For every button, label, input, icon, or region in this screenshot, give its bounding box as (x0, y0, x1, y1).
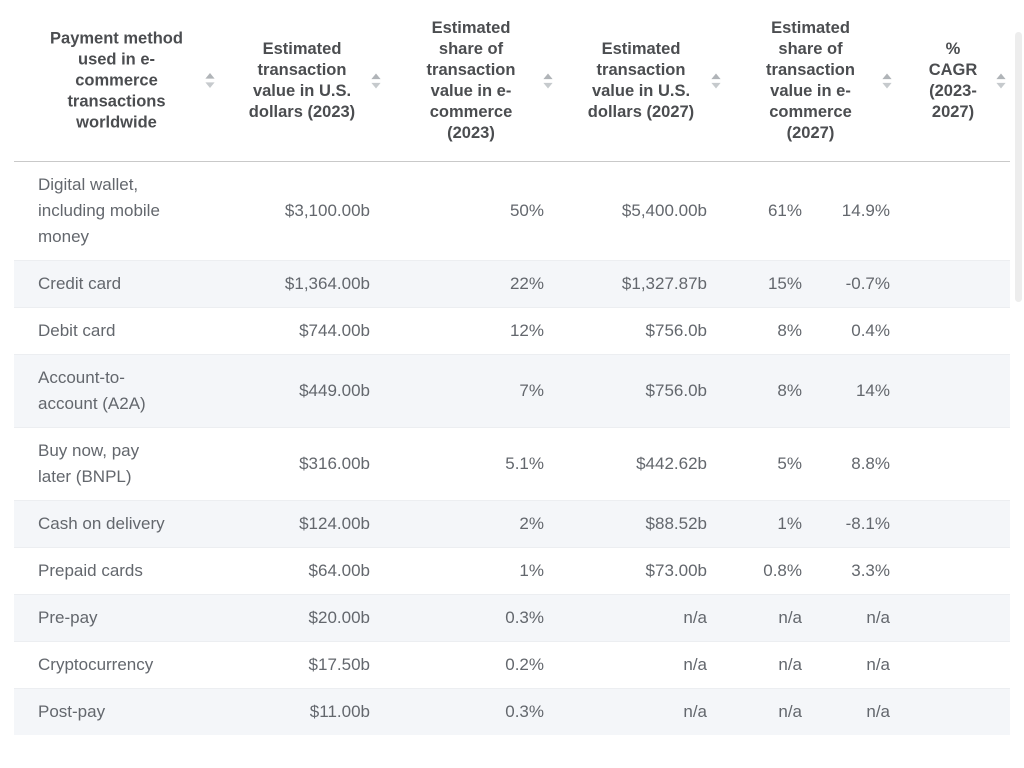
cell-share-2027: 8% (777, 321, 802, 340)
sort-icon[interactable] (996, 73, 1006, 88)
cell-payment-method: Digital wallet, including mobile money (38, 175, 160, 246)
cell-cagr: 0.4% (851, 321, 890, 340)
cell-payment-method: Post-pay (38, 702, 106, 721)
cell-share-2023: 12% (509, 321, 544, 340)
cell-share-2023: 1% (519, 561, 544, 580)
cell-payment-method: Cash on delivery (38, 514, 165, 533)
cell-share-2023: 5.1% (505, 454, 544, 473)
cell-cagr: 14% (855, 381, 890, 400)
cell-value-2027: n/a (683, 655, 707, 674)
sort-icon[interactable] (882, 73, 892, 88)
column-header-share-2023[interactable]: Estimated share of transaction value in … (385, 18, 557, 144)
table-row: Debit card $744.00b 12% $756.0b 8% 0.4% (14, 307, 1010, 354)
cell-share-2027: 0.8% (763, 561, 802, 580)
cell-payment-method: Buy now, pay later (BNPL) (38, 441, 140, 486)
cell-share-2027: 61% (767, 201, 802, 220)
cell-cagr: n/a (866, 655, 890, 674)
table-row: Pre-pay $20.00b 0.3% n/a n/a n/a (14, 594, 1010, 641)
column-header-label: Estimated share of transaction value in … (426, 18, 516, 142)
column-header-label: Estimated transaction value in U.S. doll… (248, 39, 356, 121)
cell-value-2027: $73.00b (645, 561, 707, 580)
table-header-row: Payment method used in e-commerce transa… (14, 0, 1010, 162)
table-row: Account-to-account (A2A) $449.00b 7% $756.0… (14, 354, 1010, 427)
cell-share-2023: 0.3% (505, 702, 544, 721)
cell-share-2023: 50% (509, 201, 544, 220)
cell-value-2023: $17.50b (308, 655, 370, 674)
table-body: Digital wallet, including mobile money $3… (14, 162, 1010, 735)
cell-cagr: -8.1% (845, 514, 890, 533)
column-header-label: Payment method used in e-commerce transa… (50, 29, 183, 131)
cell-value-2023: $124.00b (299, 514, 370, 533)
cell-payment-method: Pre-pay (38, 608, 98, 627)
table-row: Digital wallet, including mobile money $3… (14, 162, 1010, 260)
cell-value-2027: n/a (683, 608, 707, 627)
cell-share-2023: 22% (509, 274, 544, 293)
cell-share-2027: 8% (777, 381, 802, 400)
table-row: Buy now, pay later (BNPL) $316.00b 5.1% $44… (14, 427, 1010, 500)
column-header-value-2023[interactable]: Estimated transaction value in U.S. doll… (219, 39, 385, 123)
table-row: Cash on delivery $124.00b 2% $88.52b 1% -8.1% (14, 500, 1010, 547)
column-header-cagr[interactable]: % CAGR (2023-2027) (896, 39, 1010, 123)
cell-share-2027: n/a (778, 608, 802, 627)
column-header-label: Estimated share of transaction value in … (766, 18, 855, 142)
sort-icon[interactable] (371, 73, 381, 88)
cell-share-2027: n/a (778, 655, 802, 674)
cell-value-2023: $744.00b (299, 321, 370, 340)
cell-value-2023: $1,364.00b (284, 274, 370, 293)
column-header-share-2027[interactable]: Estimated share of transaction value in … (725, 18, 896, 144)
cell-payment-method: Credit card (38, 274, 122, 293)
cell-share-2027: 5% (777, 454, 802, 473)
cell-cagr: 3.3% (851, 561, 890, 580)
table-row: Post-pay $11.00b 0.3% n/a n/a n/a (14, 688, 1010, 735)
cell-value-2027: $88.52b (645, 514, 707, 533)
cell-payment-method: Account-to-account (A2A) (38, 368, 146, 413)
cell-cagr: -0.7% (845, 274, 890, 293)
cell-share-2027: 1% (777, 514, 802, 533)
cell-value-2027: $5,400.00b (621, 201, 707, 220)
cell-cagr: n/a (866, 702, 890, 721)
table-row: Credit card $1,364.00b 22% $1,327.87b 15% -0.… (14, 260, 1010, 307)
payment-methods-table: Payment method used in e-commerce transa… (14, 0, 1010, 735)
table-row: Prepaid cards $64.00b 1% $73.00b 0.8% 3.3% (14, 547, 1010, 594)
sort-icon[interactable] (205, 73, 215, 88)
cell-value-2023: $64.00b (308, 561, 370, 580)
cell-cagr: 8.8% (851, 454, 890, 473)
cell-share-2023: 7% (519, 381, 544, 400)
cell-share-2027: n/a (778, 702, 802, 721)
cell-value-2023: $316.00b (299, 454, 370, 473)
sort-icon[interactable] (543, 73, 553, 88)
column-header-payment-method[interactable]: Payment method used in e-commerce transa… (14, 28, 219, 133)
cell-value-2023: $449.00b (299, 381, 370, 400)
column-header-label: % CAGR (2023-2027) (928, 39, 978, 121)
cell-share-2023: 2% (519, 514, 544, 533)
cell-share-2027: 15% (767, 274, 802, 293)
cell-payment-method: Debit card (38, 321, 116, 340)
scrollbar-thumb[interactable] (1015, 32, 1022, 302)
column-header-value-2027[interactable]: Estimated transaction value in U.S. doll… (557, 39, 725, 123)
cell-cagr: 14.9% (841, 201, 890, 220)
cell-payment-method: Prepaid cards (38, 561, 143, 580)
cell-cagr: n/a (866, 608, 890, 627)
sort-icon[interactable] (711, 73, 721, 88)
table-row: Cryptocurrency $17.50b 0.2% n/a n/a n/a (14, 641, 1010, 688)
cell-value-2027: $1,327.87b (621, 274, 707, 293)
cell-payment-method: Cryptocurrency (38, 655, 154, 674)
cell-value-2023: $11.00b (309, 702, 370, 721)
cell-value-2027: $442.62b (636, 454, 707, 473)
cell-share-2023: 0.2% (505, 655, 544, 674)
cell-share-2023: 0.3% (505, 608, 544, 627)
cell-value-2027: n/a (683, 702, 707, 721)
cell-value-2023: $3,100.00b (284, 201, 370, 220)
column-header-label: Estimated transaction value in U.S. doll… (587, 39, 695, 121)
cell-value-2023: $20.00b (308, 608, 370, 627)
cell-value-2027: $756.0b (645, 381, 707, 400)
cell-value-2027: $756.0b (645, 321, 707, 340)
